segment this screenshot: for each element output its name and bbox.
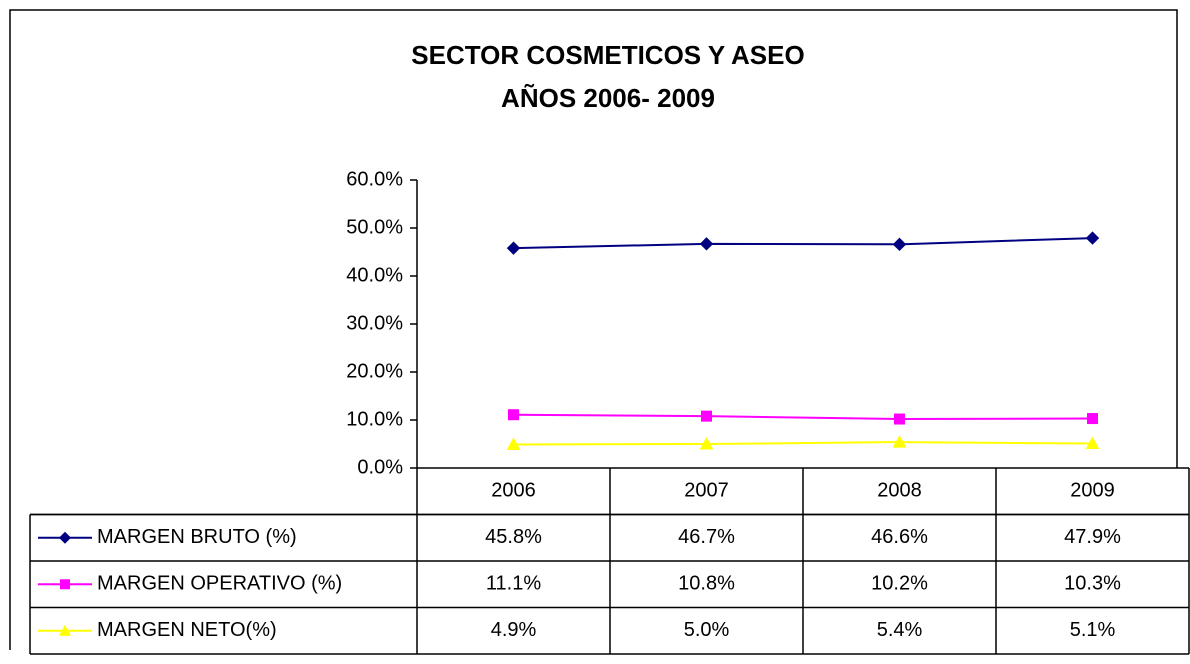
x-tick-label: 2009: [1070, 480, 1115, 502]
data-point: [506, 241, 521, 255]
data-point: [699, 237, 714, 251]
table-value: 46.7%: [678, 526, 735, 548]
table-value: 45.8%: [485, 526, 542, 548]
table-value: 11.1%: [486, 573, 541, 595]
x-tick-label: 2006: [491, 480, 536, 502]
data-point: [508, 409, 519, 421]
data-point: [506, 437, 521, 450]
data-point: [892, 435, 907, 448]
table-value: 4.9%: [491, 619, 537, 641]
data-point: [892, 237, 907, 252]
data-point: [701, 410, 712, 422]
legend-key-marker: [60, 579, 70, 590]
legend-label: MARGEN OPERATIVO (%): [97, 573, 342, 595]
chart-frame: [9, 9, 1178, 650]
y-tick-label: 10.0%: [346, 408, 403, 430]
table-value: 5.4%: [877, 619, 923, 641]
data-point: [1085, 436, 1100, 450]
x-tick-label: 2008: [877, 480, 922, 502]
data-point: [894, 413, 905, 425]
data-point: [1085, 231, 1100, 245]
table-value: 10.3%: [1064, 573, 1121, 595]
data-point: [1087, 413, 1098, 425]
series-line: [513, 413, 1093, 421]
series-line: [513, 441, 1093, 446]
legend-key-marker: [59, 624, 71, 636]
legend-label: MARGEN NETO(%): [97, 619, 277, 641]
table-value: 47.9%: [1064, 526, 1121, 548]
y-tick-label: 50.0%: [346, 216, 403, 238]
y-tick-label: 40.0%: [346, 264, 403, 286]
y-tick-label: 30.0%: [346, 312, 403, 334]
legend-key-marker: [59, 531, 71, 544]
series-line: [513, 237, 1093, 250]
chart-subtitle: AÑOS 2006- 2009: [501, 83, 715, 113]
x-tick-label: 2007: [684, 480, 729, 502]
y-tick-label: 0.0%: [357, 456, 403, 478]
legend-label: MARGEN BRUTO (%): [97, 526, 297, 548]
y-tick-label: 20.0%: [346, 360, 403, 382]
table-value: 10.2%: [871, 573, 928, 595]
data-point: [699, 436, 714, 450]
chart-title: SECTOR COSMETICOS Y ASEO: [411, 40, 804, 70]
table-value: 5.1%: [1070, 619, 1116, 641]
y-tick-label: 60.0%: [346, 168, 403, 190]
table-value: 10.8%: [678, 573, 735, 595]
table-value: 5.0%: [684, 619, 730, 641]
table-value: 46.6%: [871, 526, 928, 548]
